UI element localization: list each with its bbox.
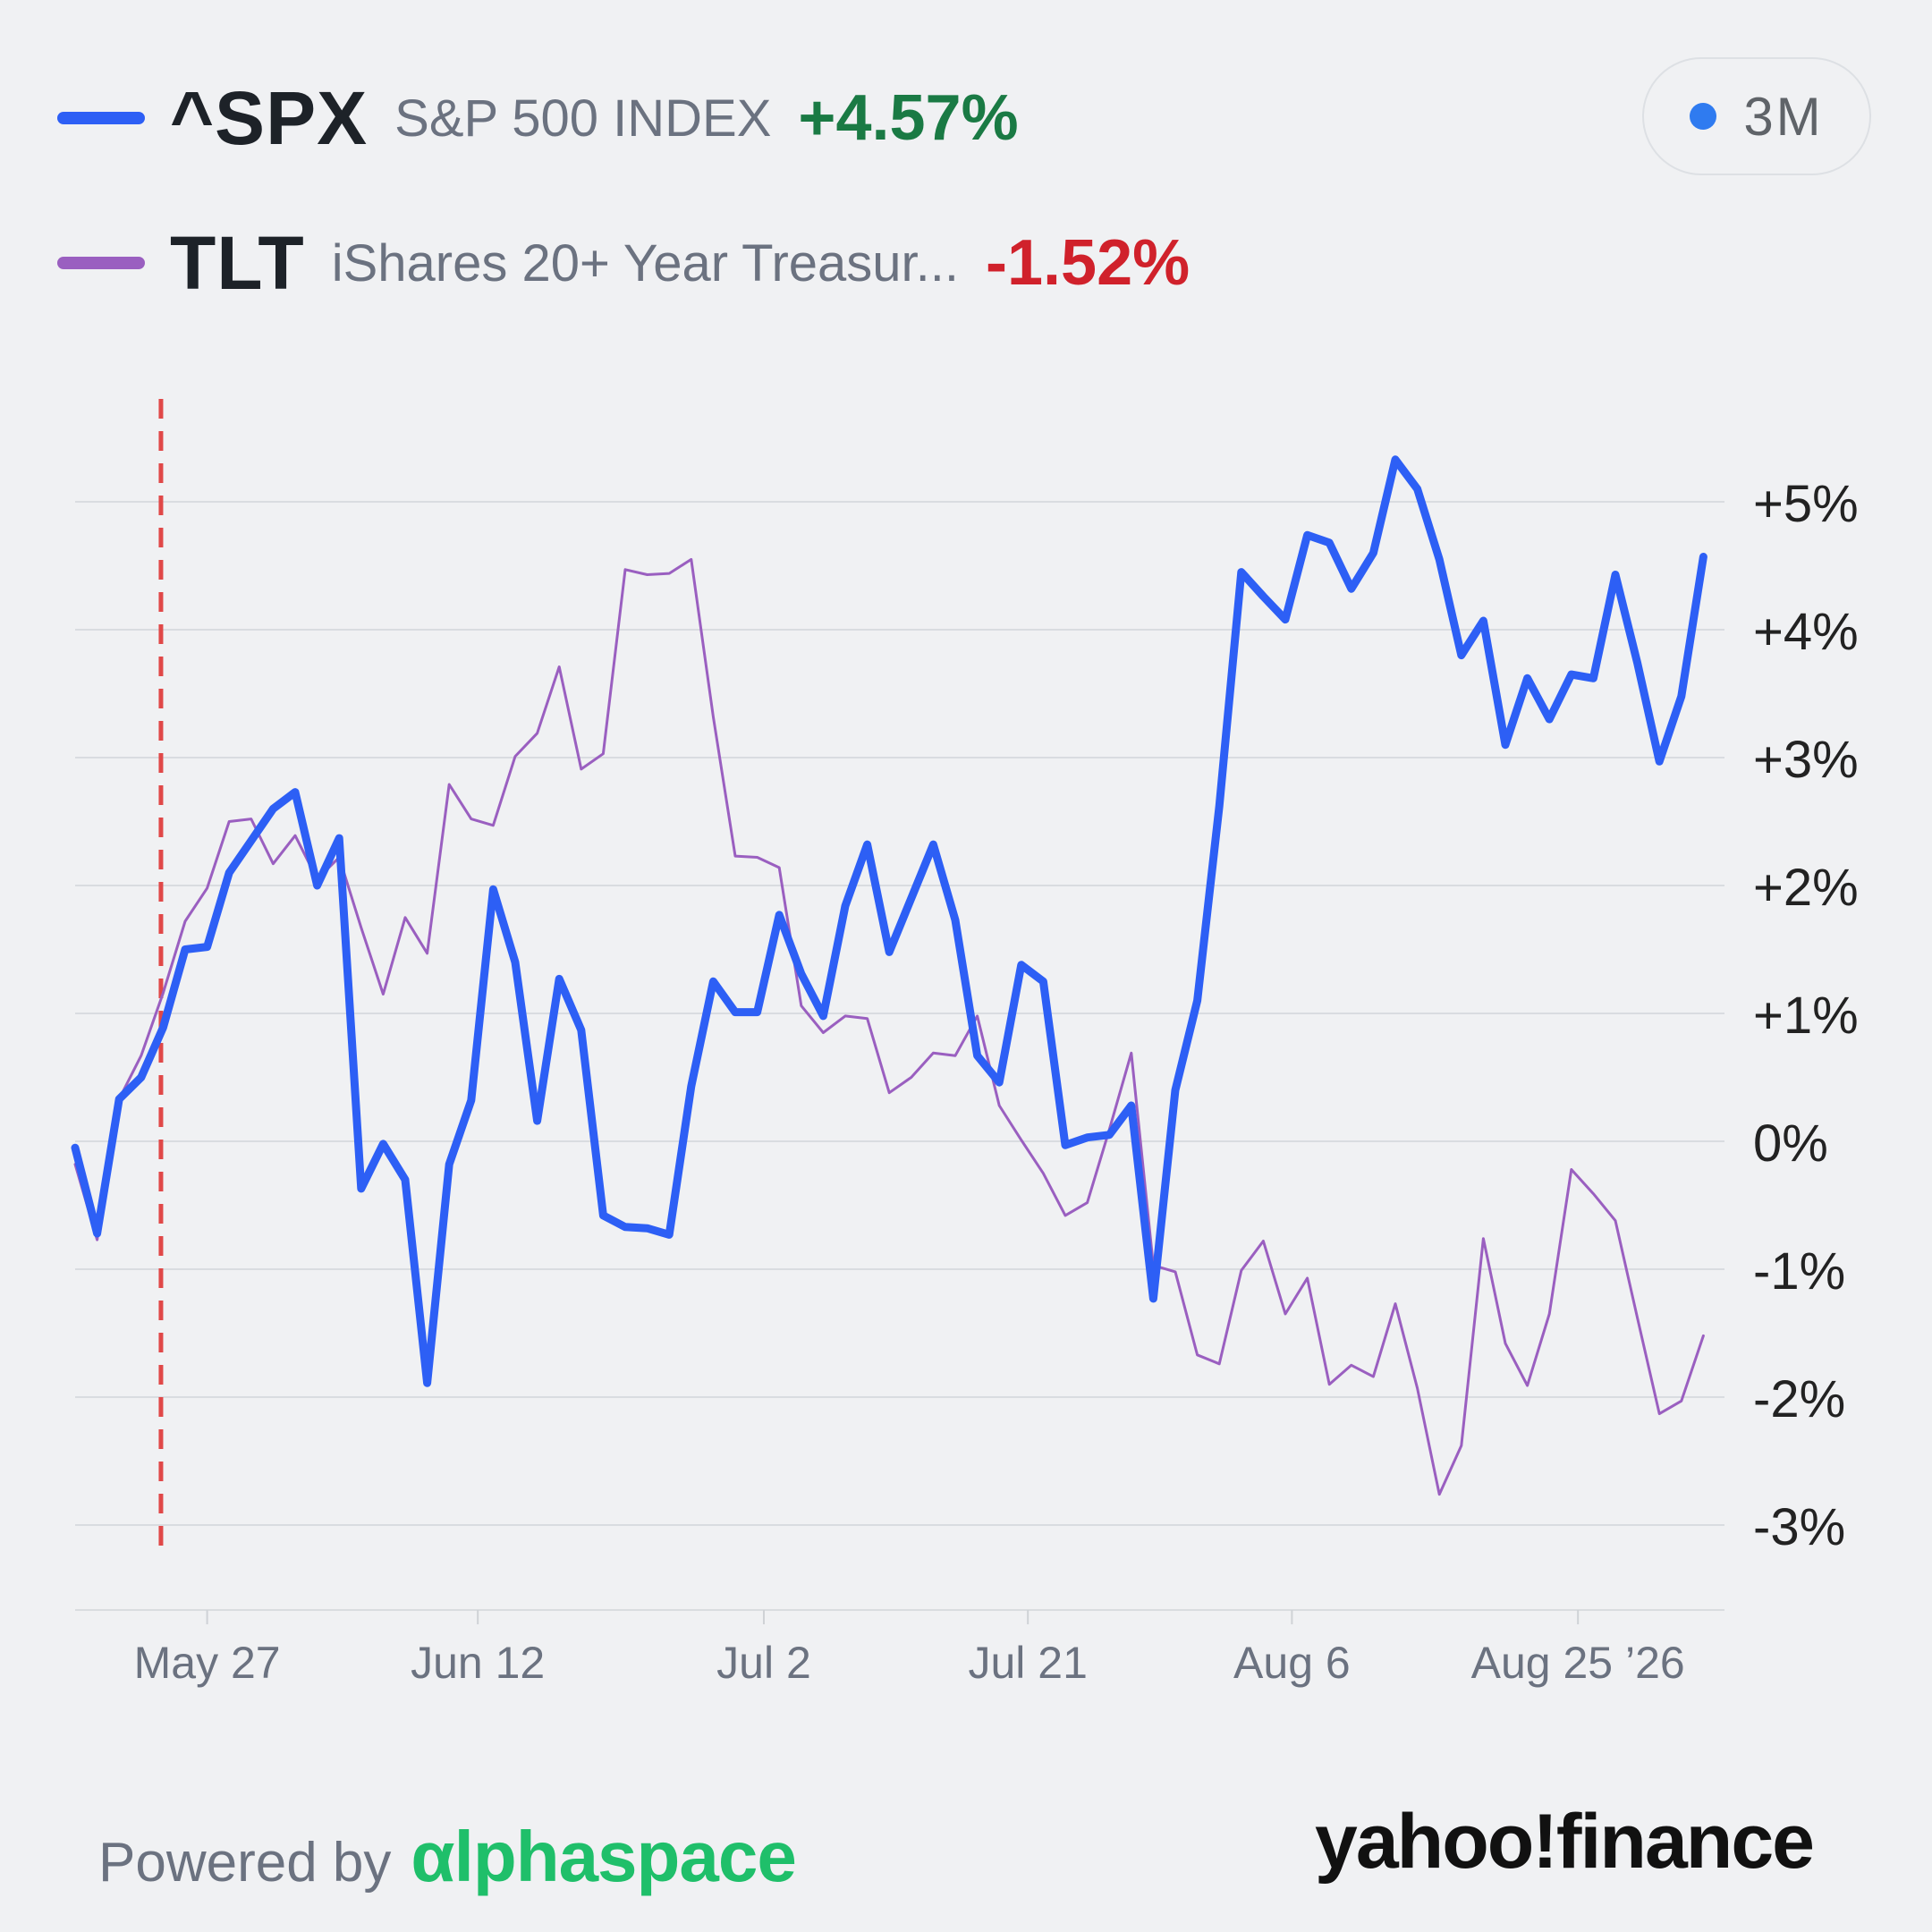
tlt-change: -1.52%	[986, 227, 1191, 299]
y-tick-label: -3%	[1753, 1498, 1845, 1556]
x-tick-label: Aug 25 ’26	[1471, 1638, 1685, 1688]
spx-ticker: ^SPX	[170, 75, 369, 160]
powered-by-label: Powered by	[98, 1832, 392, 1894]
alphaspace-logo[interactable]: αlphaspace	[411, 1817, 796, 1896]
spx-line-swatch	[57, 112, 145, 124]
x-axis: May 27 Jun 12 Jul 2 Jul 21 Aug 6 Aug 25 ’26	[75, 1609, 1724, 1688]
spx-name: S&P 500 INDEX	[394, 89, 772, 148]
y-tick-label: 0%	[1753, 1114, 1828, 1173]
range-dot-icon	[1690, 103, 1717, 130]
tlt-series-line	[73, 557, 1705, 1496]
range-label: 3M	[1743, 86, 1824, 147]
y-tick-label: -2%	[1753, 1370, 1845, 1428]
spx-series-line	[71, 455, 1707, 1387]
y-tick-label: -1%	[1753, 1242, 1845, 1301]
y-tick-label: +4%	[1753, 603, 1859, 661]
chart-gridlines	[75, 501, 1724, 1526]
x-tick-label: Jul 21	[968, 1638, 1087, 1688]
yahoo-finance-logo[interactable]: yahoo!finance	[1315, 1799, 1815, 1885]
y-axis: +5% +4% +3% +2% +1% 0% -1% -2% -3%	[1753, 475, 1859, 1556]
tlt-line-swatch	[57, 257, 145, 269]
powered-by: Powered by αlphaspace	[98, 1816, 797, 1898]
x-tick-label: Jun 12	[411, 1638, 545, 1688]
x-tick-label: Aug 6	[1233, 1638, 1351, 1688]
y-tick-label: +1%	[1753, 987, 1859, 1045]
y-tick-label: +2%	[1753, 859, 1859, 917]
chart-series	[71, 455, 1707, 1496]
x-tick-label: May 27	[134, 1638, 281, 1688]
tlt-name: iShares 20+ Year Treasur...	[331, 233, 959, 292]
y-tick-label: +3%	[1753, 731, 1859, 789]
spx-change: +4.57%	[798, 82, 1019, 154]
tlt-ticker: TLT	[170, 220, 305, 305]
legend-item-spx[interactable]: ^SPX S&P 500 INDEX +4.57%	[57, 76, 1019, 160]
range-selector-button[interactable]: 3M	[1642, 57, 1871, 175]
x-tick-label: Jul 2	[716, 1638, 811, 1688]
y-tick-label: +5%	[1753, 475, 1859, 533]
legend-item-tlt[interactable]: TLT iShares 20+ Year Treasur... -1.52%	[57, 221, 1191, 305]
